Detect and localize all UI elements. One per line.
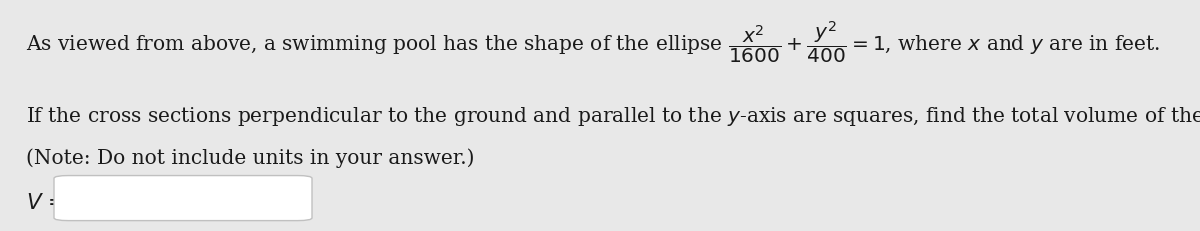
Text: $V$ =: $V$ = xyxy=(26,192,66,214)
Text: If the cross sections perpendicular to the ground and parallel to the $y$-axis a: If the cross sections perpendicular to t… xyxy=(26,105,1200,128)
Text: (Note: Do not include units in your answer.): (Note: Do not include units in your answ… xyxy=(26,148,475,168)
Text: As viewed from above, a swimming pool has the shape of the ellipse $\dfrac{x^2}{: As viewed from above, a swimming pool ha… xyxy=(26,20,1160,66)
FancyBboxPatch shape xyxy=(54,176,312,221)
